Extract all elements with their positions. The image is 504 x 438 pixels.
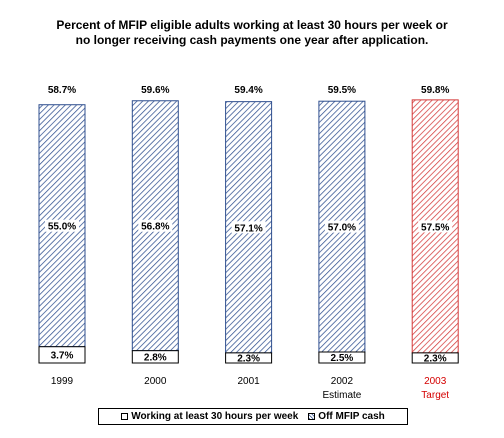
total-label-2002: 59.5% [328, 85, 356, 96]
chart-title: Percent of MFIP eligible adults working … [40, 18, 464, 48]
legend-swatch-off [308, 413, 316, 420]
bar-working-2001 [225, 352, 273, 364]
legend-item-off: Off MFIP cash [308, 411, 385, 422]
category-sublabel-2002: Estimate [322, 390, 361, 401]
bar-working-2002 [318, 351, 366, 364]
value-label-working-2001: 2.3% [237, 353, 260, 364]
value-label-off-bg-2001 [231, 221, 266, 234]
legend-swatch-working [121, 413, 129, 420]
value-label-working-2000: 2.8% [144, 352, 167, 363]
value-label-off-bg-2000 [138, 219, 173, 232]
value-label-off-bg-2002 [324, 220, 359, 233]
value-label-off-2003: 57.5% [421, 222, 449, 233]
bar-working-1999 [38, 346, 86, 364]
value-label-working-2003: 2.3% [424, 353, 447, 364]
value-label-off-2001: 57.1% [234, 223, 262, 234]
total-label-2001: 59.4% [234, 85, 262, 96]
bar-working-2003 [411, 352, 459, 364]
bar-working-2000 [131, 350, 179, 364]
legend-item-working: Working at least 30 hours per week [121, 411, 298, 422]
category-label-2002: 2002 [331, 376, 354, 387]
legend-label-working: Working at least 30 hours per week [131, 411, 299, 422]
total-label-2000: 59.6% [141, 85, 169, 96]
chart-title-line-1: Percent of MFIP eligible adults working … [56, 18, 448, 32]
total-label-1999: 58.7% [48, 85, 76, 96]
total-label-2003: 59.8% [421, 85, 449, 96]
chart-legend: Working at least 30 hours per week Off M… [98, 408, 408, 425]
value-label-working-1999: 3.7% [51, 350, 74, 361]
legend-label-off: Off MFIP cash [318, 411, 385, 422]
value-label-off-2002: 57.0% [328, 223, 356, 234]
category-label-1999: 1999 [51, 376, 74, 387]
category-label-2000: 2000 [144, 376, 167, 387]
category-label-2001: 2001 [237, 376, 260, 387]
value-label-off-1999: 55.0% [48, 222, 76, 233]
category-label-2003: 2003 [424, 376, 447, 387]
value-label-working-2002: 2.5% [331, 353, 354, 364]
value-label-off-bg-2003 [418, 220, 453, 233]
value-label-off-2000: 56.8% [141, 222, 169, 233]
category-sublabel-2003: Target [421, 390, 449, 401]
value-label-off-bg-1999 [45, 219, 79, 232]
chart-title-line-2: no longer receiving cash payments one ye… [75, 33, 429, 47]
